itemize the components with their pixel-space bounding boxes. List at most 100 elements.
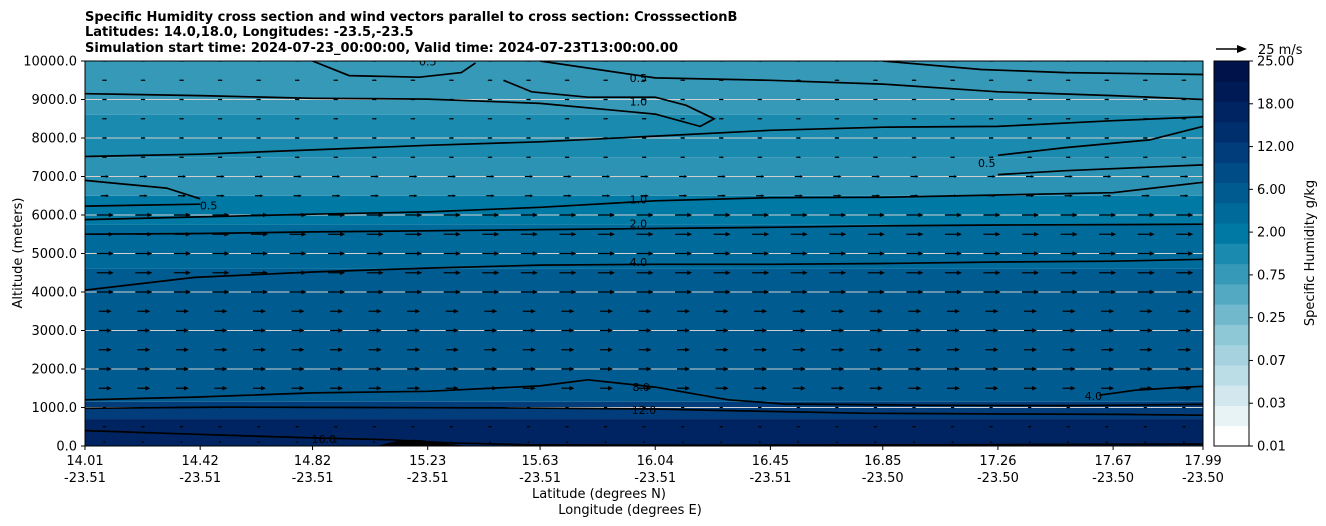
wind-vector-head bbox=[143, 137, 146, 139]
wind-vector-head bbox=[1068, 156, 1071, 159]
wind-vector-head bbox=[838, 194, 842, 198]
wind-vector-head bbox=[1030, 79, 1033, 82]
wind-vector-head bbox=[143, 156, 146, 159]
wind-vector bbox=[1024, 347, 1037, 352]
wind-vector bbox=[173, 270, 191, 275]
wind-vector bbox=[713, 270, 731, 275]
wind-vector bbox=[681, 441, 685, 444]
wind-vector-head bbox=[1070, 366, 1076, 372]
wind-vector-head bbox=[185, 251, 191, 256]
wind-vector-head bbox=[340, 289, 346, 295]
wind-vector bbox=[715, 366, 729, 372]
wind-vector bbox=[829, 251, 847, 256]
wind-vector bbox=[597, 232, 615, 237]
wind-vector bbox=[1105, 425, 1109, 428]
wind-vector-head bbox=[725, 251, 731, 256]
wind-vector bbox=[758, 406, 762, 409]
wind-vector-head bbox=[185, 270, 191, 275]
wind-vector-head bbox=[301, 289, 307, 295]
wind-vector-head bbox=[261, 386, 266, 391]
wind-vector-head bbox=[685, 347, 691, 352]
wind-vector-head bbox=[415, 347, 421, 352]
wind-vector bbox=[752, 232, 770, 237]
wind-vector-head bbox=[1034, 212, 1040, 218]
wind-vector bbox=[295, 425, 300, 428]
contour-label-0-5: 0.5 bbox=[978, 157, 996, 170]
wind-vector bbox=[983, 232, 1001, 237]
wind-vector bbox=[1066, 425, 1071, 428]
wind-vector bbox=[291, 366, 305, 372]
wind-vector bbox=[642, 137, 647, 139]
wind-vector-head bbox=[261, 366, 266, 372]
wind-vector bbox=[407, 328, 421, 333]
wind-vector-head bbox=[567, 98, 570, 101]
wind-vector bbox=[256, 117, 262, 120]
wind-vector bbox=[100, 194, 110, 198]
wind-vector-head bbox=[683, 98, 686, 101]
wind-vector bbox=[217, 137, 223, 139]
wind-vector bbox=[906, 251, 924, 256]
wind-vector bbox=[180, 441, 183, 444]
wind-vector bbox=[559, 251, 577, 256]
wind-vector bbox=[603, 156, 609, 159]
wind-vector bbox=[636, 212, 654, 218]
y-tick-label: 7000.0 bbox=[32, 170, 78, 185]
wind-vector-head bbox=[1107, 156, 1110, 159]
wind-vector bbox=[137, 386, 151, 391]
wind-vector bbox=[137, 366, 151, 372]
x-tick-label-longitude: -23.51 bbox=[634, 471, 676, 486]
wind-vector-head bbox=[1186, 366, 1192, 372]
wind-vector bbox=[754, 366, 768, 372]
wind-vector bbox=[829, 232, 847, 237]
wind-vector bbox=[867, 270, 885, 275]
wind-vector-head bbox=[571, 270, 577, 275]
wind-vector bbox=[520, 270, 538, 275]
wind-vector-head bbox=[455, 212, 461, 218]
wind-vector-head bbox=[1145, 156, 1148, 159]
wind-vector-head bbox=[336, 156, 339, 159]
wind-vector bbox=[370, 175, 379, 178]
wind-vector-head bbox=[452, 156, 455, 159]
wind-vector-head bbox=[607, 328, 613, 333]
wind-vector-head bbox=[687, 270, 693, 275]
wind-vector bbox=[679, 175, 688, 178]
wind-vector bbox=[141, 425, 146, 428]
wind-vector bbox=[1028, 441, 1032, 444]
wind-vector-head bbox=[725, 289, 731, 295]
wind-vector-head bbox=[1184, 79, 1187, 82]
wind-vector-head bbox=[1072, 289, 1078, 295]
wind-vector bbox=[1104, 79, 1110, 82]
wind-vector bbox=[1137, 251, 1155, 256]
wind-vector bbox=[1027, 117, 1033, 120]
wind-vector bbox=[792, 347, 806, 352]
x-axis-label-longitude: Longitude (degrees E) bbox=[558, 503, 702, 518]
wind-vector bbox=[638, 347, 652, 352]
wind-vector bbox=[140, 98, 146, 101]
wind-vector-head bbox=[104, 425, 107, 428]
wind-vector bbox=[100, 175, 110, 178]
wind-vector bbox=[98, 386, 112, 391]
wind-vector bbox=[330, 309, 344, 314]
wind-vector bbox=[677, 328, 691, 333]
wind-vector bbox=[638, 366, 652, 372]
wind-vector-head bbox=[106, 309, 112, 314]
wind-vector-head bbox=[297, 117, 300, 120]
wind-vector-head bbox=[956, 289, 962, 295]
wind-vector bbox=[757, 156, 763, 159]
wind-vector bbox=[252, 386, 266, 391]
wind-vector-head bbox=[299, 309, 305, 314]
wind-vector bbox=[330, 328, 344, 333]
wind-vector bbox=[559, 232, 577, 237]
wind-vector-head bbox=[1145, 406, 1148, 409]
wind-vector bbox=[873, 79, 879, 82]
wind-vector bbox=[835, 406, 840, 409]
wind-vector-head bbox=[529, 79, 532, 82]
wind-vector-head bbox=[529, 117, 532, 120]
wind-vector-head bbox=[145, 386, 151, 391]
wind-vector-head bbox=[259, 137, 262, 139]
wind-vector-head bbox=[375, 194, 379, 198]
wind-vector bbox=[561, 386, 575, 391]
wind-vector bbox=[1060, 289, 1078, 295]
wind-vector bbox=[559, 270, 577, 275]
wind-vector-head bbox=[1147, 328, 1153, 333]
